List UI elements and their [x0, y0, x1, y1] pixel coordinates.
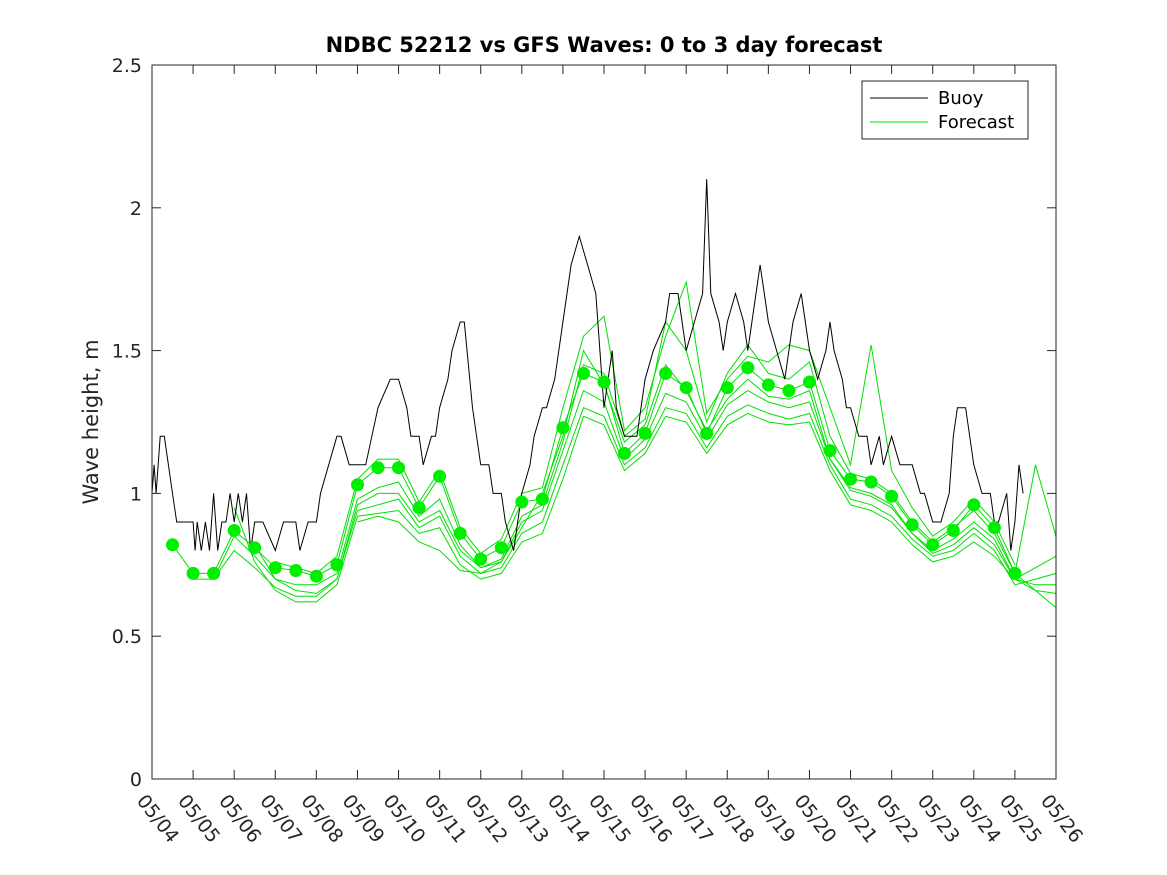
- forecast-marker-point: [844, 472, 857, 486]
- forecast-marker-point: [309, 569, 323, 583]
- forecast-marker-point: [987, 521, 1001, 535]
- forecast-marker-point: [700, 426, 714, 440]
- forecast-marker-point: [248, 541, 262, 555]
- forecast-marker-point: [741, 361, 755, 375]
- forecast-marker-point: [227, 524, 241, 537]
- forecast-markers: [166, 361, 1022, 583]
- y-tick-label: 0: [130, 769, 142, 791]
- forecast-line-4: [233, 412, 1057, 603]
- forecast-marker-point: [556, 421, 570, 435]
- forecast-marker-point: [289, 564, 303, 577]
- legend-label-forecast: Forecast: [938, 112, 1014, 133]
- forecast-marker-point: [803, 375, 816, 389]
- forecast-marker-point: [351, 478, 364, 492]
- forecast-marker-point: [453, 526, 467, 540]
- forecast-marker-point: [946, 524, 960, 537]
- forecast-marker-point: [659, 366, 673, 380]
- forecast-marker-point: [494, 541, 508, 555]
- forecast-marker-point: [1008, 566, 1022, 580]
- y-tick-label: 2: [130, 198, 142, 220]
- buoy-line: [151, 179, 1024, 552]
- forecast-marker-point: [515, 495, 529, 509]
- forecast-marker-point: [967, 498, 981, 512]
- forecast-marker-point: [679, 381, 693, 395]
- forecast-line-3: [213, 404, 1057, 597]
- legend-box: [861, 80, 1029, 140]
- forecast-marker-point: [412, 501, 426, 515]
- forecast-marker-point: [166, 538, 179, 552]
- y-axis-label: Wave height, m: [79, 339, 103, 504]
- y-tick-label: 1: [130, 483, 142, 505]
- y-tick-label: 2.5: [112, 55, 142, 77]
- forecast-marker-point: [926, 538, 940, 552]
- forecast-marker-point: [597, 375, 611, 389]
- chart-title: NDBC 52212 vs GFS Waves: 0 to 3 day fore…: [326, 33, 883, 57]
- forecast-marker-point: [268, 561, 282, 575]
- buoy-series-line: [151, 179, 1024, 552]
- forecast-marker-point: [207, 566, 221, 580]
- forecast-marker-point: [392, 461, 405, 475]
- forecast-marker-point: [330, 558, 344, 572]
- forecast-line-6: [275, 280, 1016, 574]
- y-tick-label: 0.5: [112, 626, 142, 648]
- y-axis-ticks: 0 0.5 1 1.5 2 2.5: [112, 55, 1056, 791]
- forecast-marker-point: [720, 381, 734, 395]
- forecast-marker-point: [823, 444, 837, 458]
- forecast-marker-point: [905, 518, 919, 532]
- forecast-marker-point: [618, 446, 631, 460]
- forecast-marker-point: [371, 461, 385, 475]
- forecast-marker-point: [433, 469, 447, 483]
- forecast-marker-point: [638, 426, 652, 440]
- forecast-marker-point: [577, 366, 590, 380]
- legend-label-buoy: Buoy: [938, 88, 984, 109]
- legend: Buoy Forecast: [861, 80, 1029, 140]
- forecast-marker-point: [474, 552, 488, 566]
- forecast-marker-point: [782, 384, 796, 398]
- forecast-marker-point: [186, 566, 200, 580]
- forecast-marker-point: [885, 489, 899, 503]
- forecast-marker-point: [761, 378, 775, 392]
- forecast-marker-point: [535, 492, 549, 506]
- y-tick-label: 1.5: [112, 341, 142, 363]
- forecast-marker-point: [864, 475, 878, 489]
